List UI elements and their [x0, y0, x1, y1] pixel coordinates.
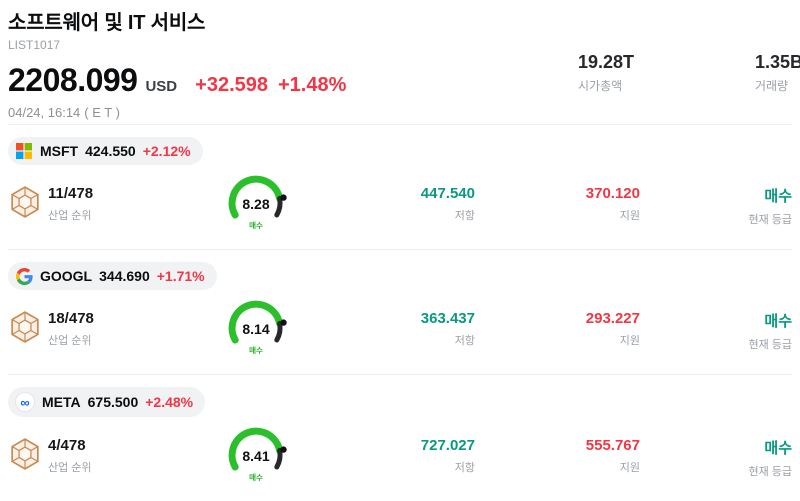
gauge-score: 8.41 [242, 448, 269, 464]
resistance-label: 저항 [454, 462, 475, 474]
industry-rank-label: 산업 순위 [48, 462, 92, 474]
gauge-score: 8.14 [242, 321, 269, 337]
support-value: 370.120 [585, 185, 640, 202]
industry-rank-value: 18/478 [48, 310, 94, 327]
index-price: 2208.099 [8, 62, 138, 98]
resistance-value: 363.437 [420, 310, 475, 327]
rating-col: 매수 현재 등급 [638, 310, 792, 352]
industry-rank: 18/478 산업 순위 [48, 310, 94, 348]
support-col: 555.767 지원 [468, 437, 640, 475]
industry-rank: 11/478 산업 순위 [48, 185, 93, 223]
list-id: LIST1017 [8, 38, 61, 52]
ticker-change-pct: +2.48% [145, 394, 194, 410]
rating-value: 매수 [764, 188, 792, 205]
volume-stat: 1.35B 거래량 [755, 52, 800, 94]
industry-rank-value: 4/478 [48, 437, 86, 454]
support-col: 293.227 지원 [468, 310, 640, 348]
currency-label: USD [145, 78, 178, 95]
industry-rank-value: 11/478 [48, 185, 94, 202]
industry-rank: 4/478 산업 순위 [48, 437, 92, 475]
market-cap-stat: 19.28T 시가총액 [578, 52, 634, 94]
support-col: 370.120 지원 [468, 185, 640, 223]
last-updated: 04/24, 16:14( E T ) [8, 105, 792, 120]
rating-label: 현재 등급 [748, 339, 792, 351]
support-value: 293.227 [585, 310, 640, 327]
stock-data-row: 18/478 산업 순위 8.14 매수 363.437 저항 293.227 … [8, 298, 792, 364]
resistance-value: 727.027 [420, 437, 475, 454]
ticker-price: 424.550 [85, 143, 136, 159]
page-title: 소프트웨어 및 IT 서비스 [8, 12, 206, 34]
stock-section-googl: GOOGL 344.690 +1.71% 18/478 산업 순위 8.14 매… [8, 249, 792, 374]
market-cap-value: 19.28T [578, 52, 635, 72]
ticker-change-pct: +2.12% [142, 143, 191, 159]
last-updated-timezone: ( E T ) [84, 105, 120, 120]
industry-rank-label: 산업 순위 [48, 335, 92, 347]
rating-label: 현재 등급 [748, 466, 792, 478]
stock-data-row: 4/478 산업 순위 8.41 매수 727.027 저항 555.767 지… [8, 425, 792, 491]
stock-chip-msft[interactable]: MSFT 424.550 +2.12% [8, 137, 203, 165]
support-label: 지원 [619, 462, 640, 474]
market-cap-label: 시가총액 [578, 79, 623, 93]
resistance-label: 저항 [454, 210, 475, 222]
rating-col: 매수 현재 등급 [638, 185, 792, 227]
stock-section-meta: ∞ META 675.500 +2.48% 4/478 산업 순위 8.41 매… [8, 374, 792, 501]
resistance-col: 447.540 저항 [298, 185, 475, 223]
gauge-verdict-label: 매수 [249, 220, 263, 230]
meta-logo-icon: ∞ [15, 392, 35, 412]
ticker-price: 344.690 [99, 268, 150, 284]
rating-label: 현재 등급 [748, 214, 792, 226]
header: 소프트웨어 및 IT 서비스 LIST1017 2208.099 USD +32… [8, 6, 800, 124]
resistance-col: 727.027 저항 [298, 437, 475, 475]
rating-col: 매수 현재 등급 [638, 437, 792, 479]
industry-rank-badge-icon [8, 310, 42, 344]
resistance-label: 저항 [454, 335, 475, 347]
support-label: 지원 [619, 335, 640, 347]
google-logo-icon [15, 267, 33, 285]
stock-chip-meta[interactable]: ∞ META 675.500 +2.48% [8, 387, 206, 417]
microsoft-logo-icon [15, 142, 33, 160]
stock-data-row: 11/478 산업 순위 8.28 매수 447.540 저항 370.120 … [8, 173, 792, 239]
index-change-pct: +1.48% [278, 74, 347, 96]
score-gauge: 8.14 매수 [218, 298, 302, 363]
ticker-symbol: MSFT [40, 143, 79, 159]
resistance-value: 447.540 [420, 185, 475, 202]
stock-section-msft: MSFT 424.550 +2.12% 11/478 산업 순위 8.28 매수 [8, 124, 792, 249]
rating-value: 매수 [764, 313, 792, 330]
ticker-change-pct: +1.71% [156, 268, 205, 284]
score-gauge: 8.41 매수 [218, 425, 302, 490]
ticker-symbol: GOOGL [40, 268, 93, 284]
last-updated-date: 04/24, 16:14 [8, 105, 81, 120]
rating-value: 매수 [764, 440, 792, 457]
gauge-verdict-label: 매수 [249, 472, 263, 482]
index-change: +32.598 [195, 74, 268, 96]
resistance-col: 363.437 저항 [298, 310, 475, 348]
stock-chip-googl[interactable]: GOOGL 344.690 +1.71% [8, 262, 217, 290]
ticker-price: 675.500 [87, 394, 139, 410]
industry-rank-badge-icon [8, 437, 42, 471]
gauge-verdict-label: 매수 [249, 345, 263, 355]
support-value: 555.767 [585, 437, 640, 454]
industry-rank-label: 산업 순위 [48, 210, 92, 222]
ticker-symbol: META [42, 394, 81, 410]
score-gauge: 8.28 매수 [218, 173, 302, 238]
price-row: 2208.099 USD +32.598 +1.48% [8, 62, 792, 99]
gauge-score: 8.28 [242, 196, 269, 212]
volume-value: 1.35B [755, 52, 800, 72]
support-label: 지원 [619, 210, 640, 222]
industry-rank-badge-icon [8, 185, 42, 219]
volume-label: 거래량 [755, 79, 789, 93]
